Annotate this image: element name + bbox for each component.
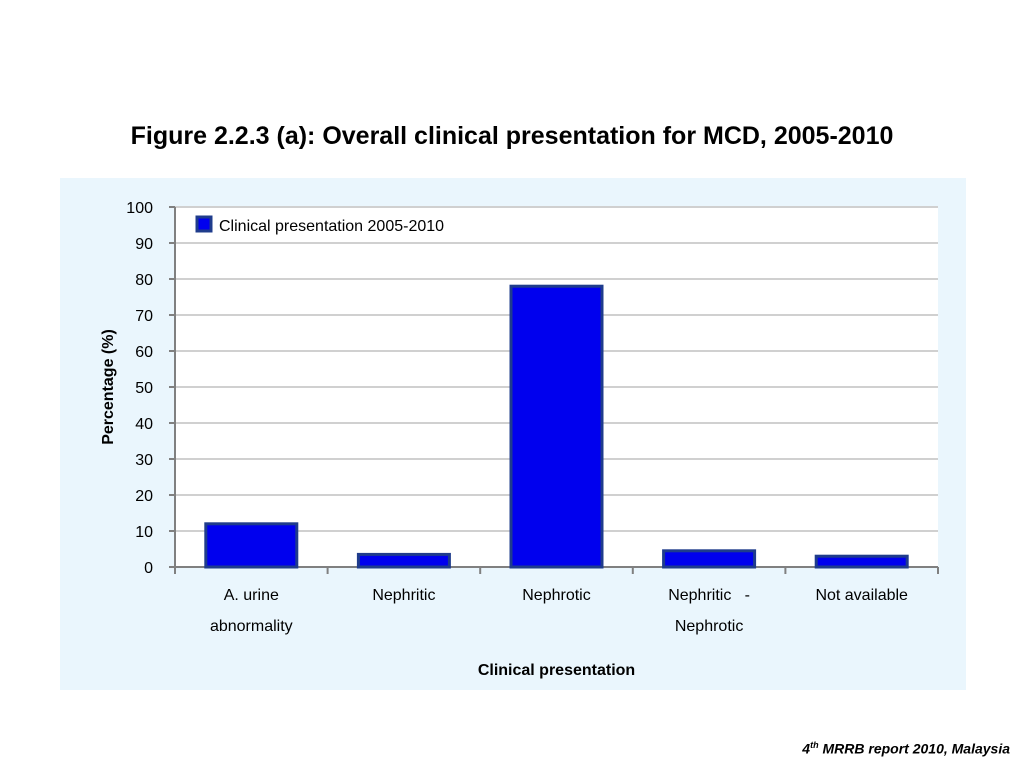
y-tick-label: 100 xyxy=(126,200,153,217)
x-category-label: Nephritic xyxy=(372,587,435,604)
y-tick-label: 0 xyxy=(144,560,153,577)
x-category-label: abnormality xyxy=(210,618,293,635)
x-category-label: Nephritic - xyxy=(668,587,750,604)
y-tick-label: 70 xyxy=(135,308,153,325)
bar xyxy=(356,552,451,569)
footer-superscript: th xyxy=(810,740,819,750)
page-title: Figure 2.2.3 (a): Overall clinical prese… xyxy=(130,122,894,150)
x-axis-title: Clinical presentation xyxy=(478,662,635,679)
y-tick-label: 40 xyxy=(135,416,153,433)
y-tick-label: 20 xyxy=(135,488,153,505)
y-tick-label: 60 xyxy=(135,344,153,361)
x-category-label: Nephrotic xyxy=(675,618,743,635)
y-tick-label: 10 xyxy=(135,524,153,541)
bar xyxy=(662,549,757,569)
footer-number: 4 xyxy=(802,740,811,757)
y-tick-label: 90 xyxy=(135,236,153,253)
legend-label: Clinical presentation 2005-2010 xyxy=(219,218,444,235)
chart-area: 0 10 20 30 40 50 60 70 80 90 100 A. urine abnormalit… xyxy=(60,178,966,690)
legend-swatch xyxy=(195,215,213,233)
bar xyxy=(509,284,604,569)
y-tick-label: 50 xyxy=(135,380,153,397)
bar-chart: 0 10 20 30 40 50 60 70 80 90 100 A. urine abnormalit… xyxy=(100,200,939,679)
x-category-label: Nephrotic xyxy=(522,587,590,604)
footer-note: 4th MRRB report 2010, Malaysia xyxy=(802,740,1010,757)
bar xyxy=(814,554,909,569)
x-category-label: A. urine xyxy=(224,587,279,604)
footer-text: MRRB report 2010, Malaysia xyxy=(818,740,1010,757)
y-tick-label: 30 xyxy=(135,452,153,469)
x-category-label: Not available xyxy=(815,587,908,604)
bar xyxy=(204,522,299,569)
y-tick-label: 80 xyxy=(135,272,153,289)
y-axis-title: Percentage (%) xyxy=(100,329,117,445)
